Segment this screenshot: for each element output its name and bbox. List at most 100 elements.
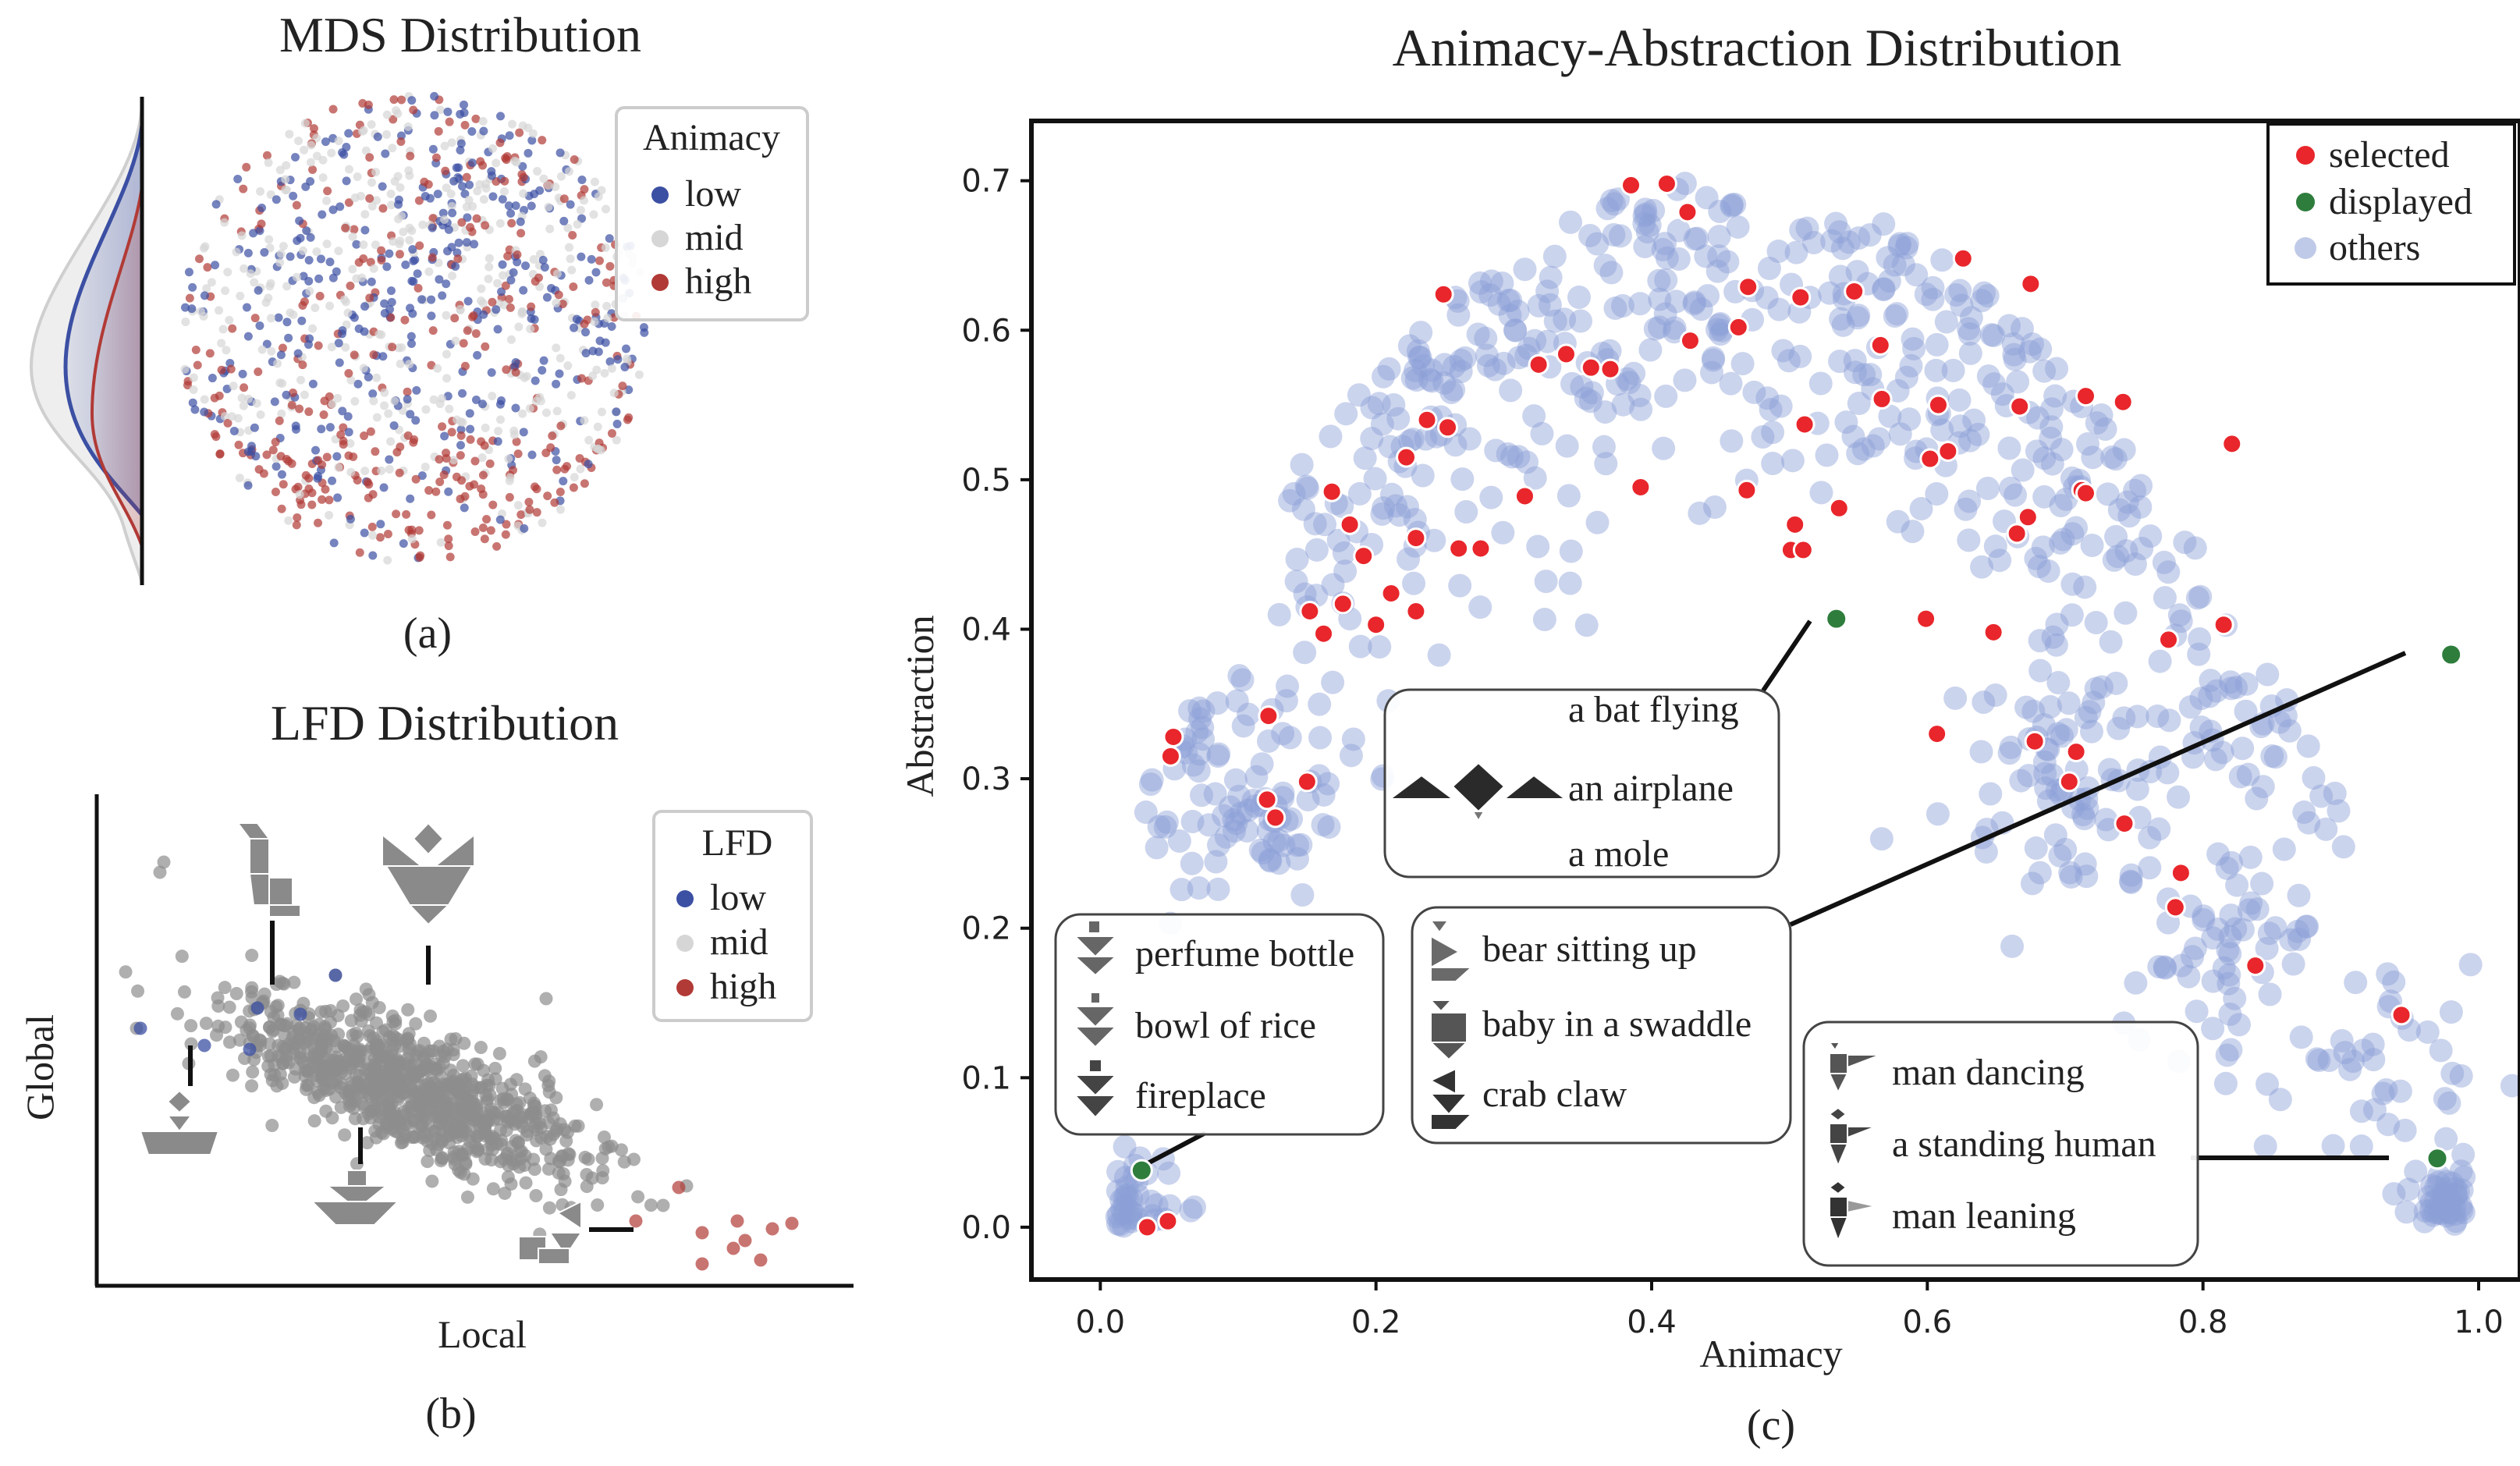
mds-point — [366, 257, 375, 267]
mds-point — [473, 186, 482, 196]
mds-point — [481, 342, 490, 351]
mds-point — [264, 158, 273, 167]
others-point — [1761, 452, 1785, 476]
others-point — [1153, 815, 1177, 839]
selected-point — [1416, 409, 1438, 431]
others-point — [2057, 691, 2081, 715]
others-point — [1957, 322, 1982, 346]
others-point — [1368, 635, 1392, 659]
mds-point — [539, 356, 548, 365]
others-point — [1506, 299, 1530, 323]
others-point — [1570, 374, 1594, 399]
lfd-high-point — [730, 1214, 744, 1228]
mds-point — [359, 126, 368, 135]
mds-point — [369, 396, 378, 406]
others-point — [1237, 702, 1261, 726]
others-point — [1120, 1199, 1144, 1223]
others-point — [1970, 289, 1994, 313]
others-point — [1267, 851, 1291, 875]
others-point — [1308, 726, 1333, 750]
mds-point — [328, 476, 337, 485]
mds-point — [544, 181, 553, 190]
mds-point — [424, 267, 434, 276]
mds-point — [328, 105, 338, 114]
others-point — [1296, 788, 1320, 812]
others-point — [1943, 686, 1968, 710]
lfd-point — [453, 1166, 467, 1180]
callout-label: a bat flying — [1568, 689, 1739, 730]
others-point — [2112, 706, 2136, 730]
others-point — [2429, 1183, 2454, 1207]
lfd-point — [257, 987, 272, 1001]
mds-point — [512, 437, 521, 446]
mds-point — [262, 339, 272, 349]
lfd-point — [319, 1083, 333, 1097]
mds-point — [369, 350, 378, 360]
others-point — [1262, 830, 1287, 854]
mds-point — [193, 360, 202, 370]
others-point — [1788, 344, 1812, 368]
others-point — [2078, 700, 2102, 724]
mds-point — [447, 428, 456, 437]
others-point — [2234, 672, 2259, 696]
mds-point — [484, 262, 494, 272]
mds-point — [487, 171, 496, 180]
mds-point — [314, 518, 323, 527]
others-point — [1603, 296, 1627, 321]
mds-point — [499, 271, 508, 280]
others-point — [1829, 307, 1853, 331]
others-point — [1106, 1179, 1130, 1203]
others-point — [2446, 1180, 2470, 1204]
mds-point — [305, 286, 314, 296]
mds-point — [486, 526, 495, 535]
lfd-point — [544, 1152, 558, 1166]
others-point — [1663, 316, 1687, 340]
others-point — [1411, 353, 1436, 378]
mds-point — [433, 364, 442, 373]
others-point — [2436, 1190, 2460, 1214]
mds-point — [484, 275, 493, 284]
mds-point — [220, 412, 229, 421]
others-point — [1742, 380, 1766, 404]
mds-point — [429, 395, 438, 404]
others-point — [2080, 534, 2104, 558]
mds-point — [396, 442, 405, 452]
mds-point — [478, 470, 488, 480]
others-point — [1720, 429, 1744, 453]
others-point — [2189, 715, 2213, 740]
lfd-point — [486, 1182, 500, 1196]
others-point — [2181, 945, 2205, 969]
legend-label-high: high — [710, 966, 776, 1007]
glyph-figure-top-mid — [382, 822, 475, 926]
lfd-point — [425, 1174, 439, 1188]
others-point — [1888, 422, 1912, 446]
others-point — [2295, 914, 2319, 939]
others-point — [2302, 765, 2326, 790]
lfd-point — [479, 1116, 493, 1131]
others-point — [1487, 292, 1511, 316]
mds-point — [556, 421, 566, 431]
mds-point — [480, 441, 489, 450]
x-tick-label: 0.4 — [1627, 1304, 1677, 1340]
others-point — [2397, 1177, 2421, 1202]
y-tick-label: 0.5 — [961, 463, 1011, 499]
others-point — [1274, 689, 1298, 713]
callout-label: man dancing — [1892, 1052, 2085, 1093]
mds-point — [270, 397, 279, 406]
mds-point — [215, 449, 225, 459]
others-point — [1321, 573, 1345, 597]
mds-point — [316, 254, 325, 264]
others-point — [2413, 1199, 2437, 1223]
others-point — [1400, 428, 1425, 452]
mds-point — [507, 218, 516, 228]
mds-point — [360, 431, 369, 441]
mds-point — [603, 314, 612, 323]
others-point — [1189, 783, 1213, 808]
lfd-point — [405, 1059, 419, 1073]
callout-perfume-rice-fireplace: perfume bottle bowl of rice fireplace — [1054, 913, 1385, 1136]
mds-point — [286, 252, 295, 261]
others-point — [2014, 695, 2039, 719]
mds-point — [588, 371, 598, 381]
mds-point — [264, 293, 273, 303]
glyph-figure-left — [139, 1089, 220, 1155]
